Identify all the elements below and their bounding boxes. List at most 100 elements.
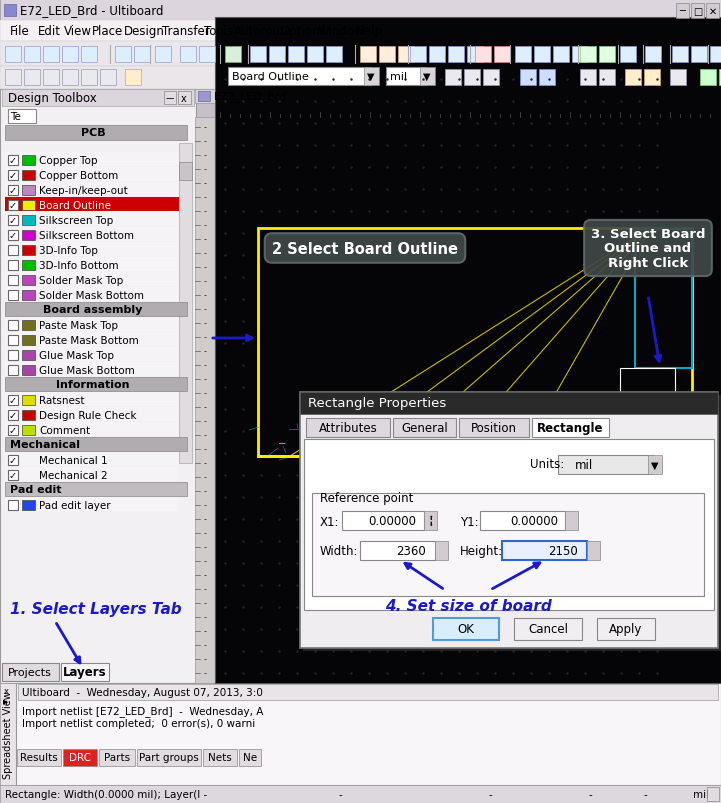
FancyBboxPatch shape [22, 291, 35, 300]
Text: -: - [203, 319, 206, 328]
Text: ✓: ✓ [9, 171, 17, 181]
Text: Parts: Parts [104, 752, 130, 763]
FancyBboxPatch shape [5, 467, 179, 482]
FancyBboxPatch shape [706, 4, 719, 19]
FancyBboxPatch shape [8, 261, 18, 271]
FancyBboxPatch shape [448, 47, 464, 63]
FancyBboxPatch shape [565, 512, 578, 530]
FancyBboxPatch shape [5, 258, 179, 271]
Text: Height:: Height: [460, 544, 503, 558]
FancyBboxPatch shape [215, 18, 721, 683]
FancyBboxPatch shape [5, 70, 21, 86]
FancyBboxPatch shape [435, 541, 448, 560]
FancyBboxPatch shape [215, 106, 721, 118]
Text: OK: OK [458, 622, 474, 636]
FancyBboxPatch shape [459, 418, 529, 438]
FancyBboxPatch shape [0, 90, 196, 683]
Text: Board Outline: Board Outline [232, 72, 309, 82]
Text: x: x [4, 687, 9, 695]
Text: Silkscreen Bottom: Silkscreen Bottom [39, 230, 134, 241]
FancyBboxPatch shape [580, 47, 596, 63]
Text: x: x [181, 93, 187, 104]
FancyBboxPatch shape [8, 246, 18, 255]
Text: mil: mil [575, 459, 593, 471]
FancyBboxPatch shape [580, 70, 596, 86]
FancyBboxPatch shape [599, 47, 615, 63]
Text: 0.00000: 0.00000 [368, 515, 416, 528]
FancyBboxPatch shape [5, 483, 187, 496]
Text: ✓: ✓ [9, 201, 17, 210]
FancyBboxPatch shape [8, 171, 18, 181]
Text: ✓: ✓ [9, 230, 17, 241]
Text: ─: ─ [680, 6, 686, 17]
Text: -: - [203, 473, 206, 482]
FancyBboxPatch shape [5, 153, 179, 167]
FancyBboxPatch shape [691, 4, 704, 19]
FancyBboxPatch shape [5, 422, 179, 437]
FancyBboxPatch shape [5, 198, 179, 212]
FancyBboxPatch shape [464, 70, 480, 86]
Text: View: View [64, 25, 92, 38]
Text: -: - [203, 305, 206, 314]
FancyBboxPatch shape [228, 68, 371, 86]
FancyBboxPatch shape [515, 47, 531, 63]
Text: Nets: Nets [208, 752, 232, 763]
FancyBboxPatch shape [99, 749, 135, 766]
Text: Glue Mask Top: Glue Mask Top [39, 351, 114, 361]
Text: 3D-Info Bottom: 3D-Info Bottom [39, 261, 119, 271]
Text: 2360: 2360 [397, 544, 426, 557]
Text: —: — [166, 94, 174, 103]
FancyBboxPatch shape [5, 497, 179, 512]
Text: Solder Mask Top: Solder Mask Top [39, 275, 123, 286]
Text: ✓: ✓ [9, 471, 17, 480]
FancyBboxPatch shape [43, 70, 59, 86]
Text: -: - [203, 151, 206, 161]
FancyBboxPatch shape [239, 749, 261, 766]
FancyBboxPatch shape [410, 47, 426, 63]
Text: -: - [203, 599, 206, 608]
FancyBboxPatch shape [494, 47, 510, 63]
Text: General: General [401, 422, 448, 434]
FancyBboxPatch shape [5, 348, 179, 361]
Text: Projects: Projects [8, 667, 52, 677]
FancyBboxPatch shape [386, 68, 426, 86]
Text: Board assembly: Board assembly [43, 304, 143, 315]
Text: 4. Set size of board: 4. Set size of board [384, 599, 552, 613]
Text: Autoroute: Autoroute [234, 25, 293, 38]
FancyBboxPatch shape [134, 47, 150, 63]
Text: -: - [203, 124, 206, 132]
Text: Options: Options [280, 25, 326, 38]
Text: Layers: Layers [63, 666, 107, 679]
Text: ✓: ✓ [9, 396, 17, 406]
FancyBboxPatch shape [676, 4, 689, 19]
FancyBboxPatch shape [2, 663, 59, 681]
FancyBboxPatch shape [572, 47, 588, 63]
FancyBboxPatch shape [8, 455, 18, 466]
FancyBboxPatch shape [81, 47, 97, 63]
FancyBboxPatch shape [63, 749, 97, 766]
Text: Cancel: Cancel [528, 622, 568, 636]
Text: Position: Position [471, 422, 517, 434]
Text: -: - [203, 235, 206, 244]
Text: -: - [203, 194, 206, 202]
FancyBboxPatch shape [306, 418, 390, 438]
FancyBboxPatch shape [18, 684, 718, 700]
FancyBboxPatch shape [360, 541, 435, 560]
FancyBboxPatch shape [24, 70, 40, 86]
FancyBboxPatch shape [300, 393, 718, 648]
FancyBboxPatch shape [5, 377, 187, 392]
FancyBboxPatch shape [22, 171, 35, 181]
FancyBboxPatch shape [645, 47, 661, 63]
FancyBboxPatch shape [429, 47, 445, 63]
Text: Mechanical 1: Mechanical 1 [39, 455, 107, 466]
Text: -: - [203, 207, 206, 216]
FancyBboxPatch shape [100, 70, 116, 86]
FancyBboxPatch shape [502, 541, 587, 560]
FancyBboxPatch shape [360, 47, 376, 63]
FancyBboxPatch shape [514, 618, 582, 640]
Text: Information: Information [56, 380, 130, 389]
FancyBboxPatch shape [5, 47, 21, 63]
FancyBboxPatch shape [22, 500, 35, 511]
Text: Keep-in/keep-out: Keep-in/keep-out [39, 185, 128, 196]
FancyBboxPatch shape [307, 47, 323, 63]
